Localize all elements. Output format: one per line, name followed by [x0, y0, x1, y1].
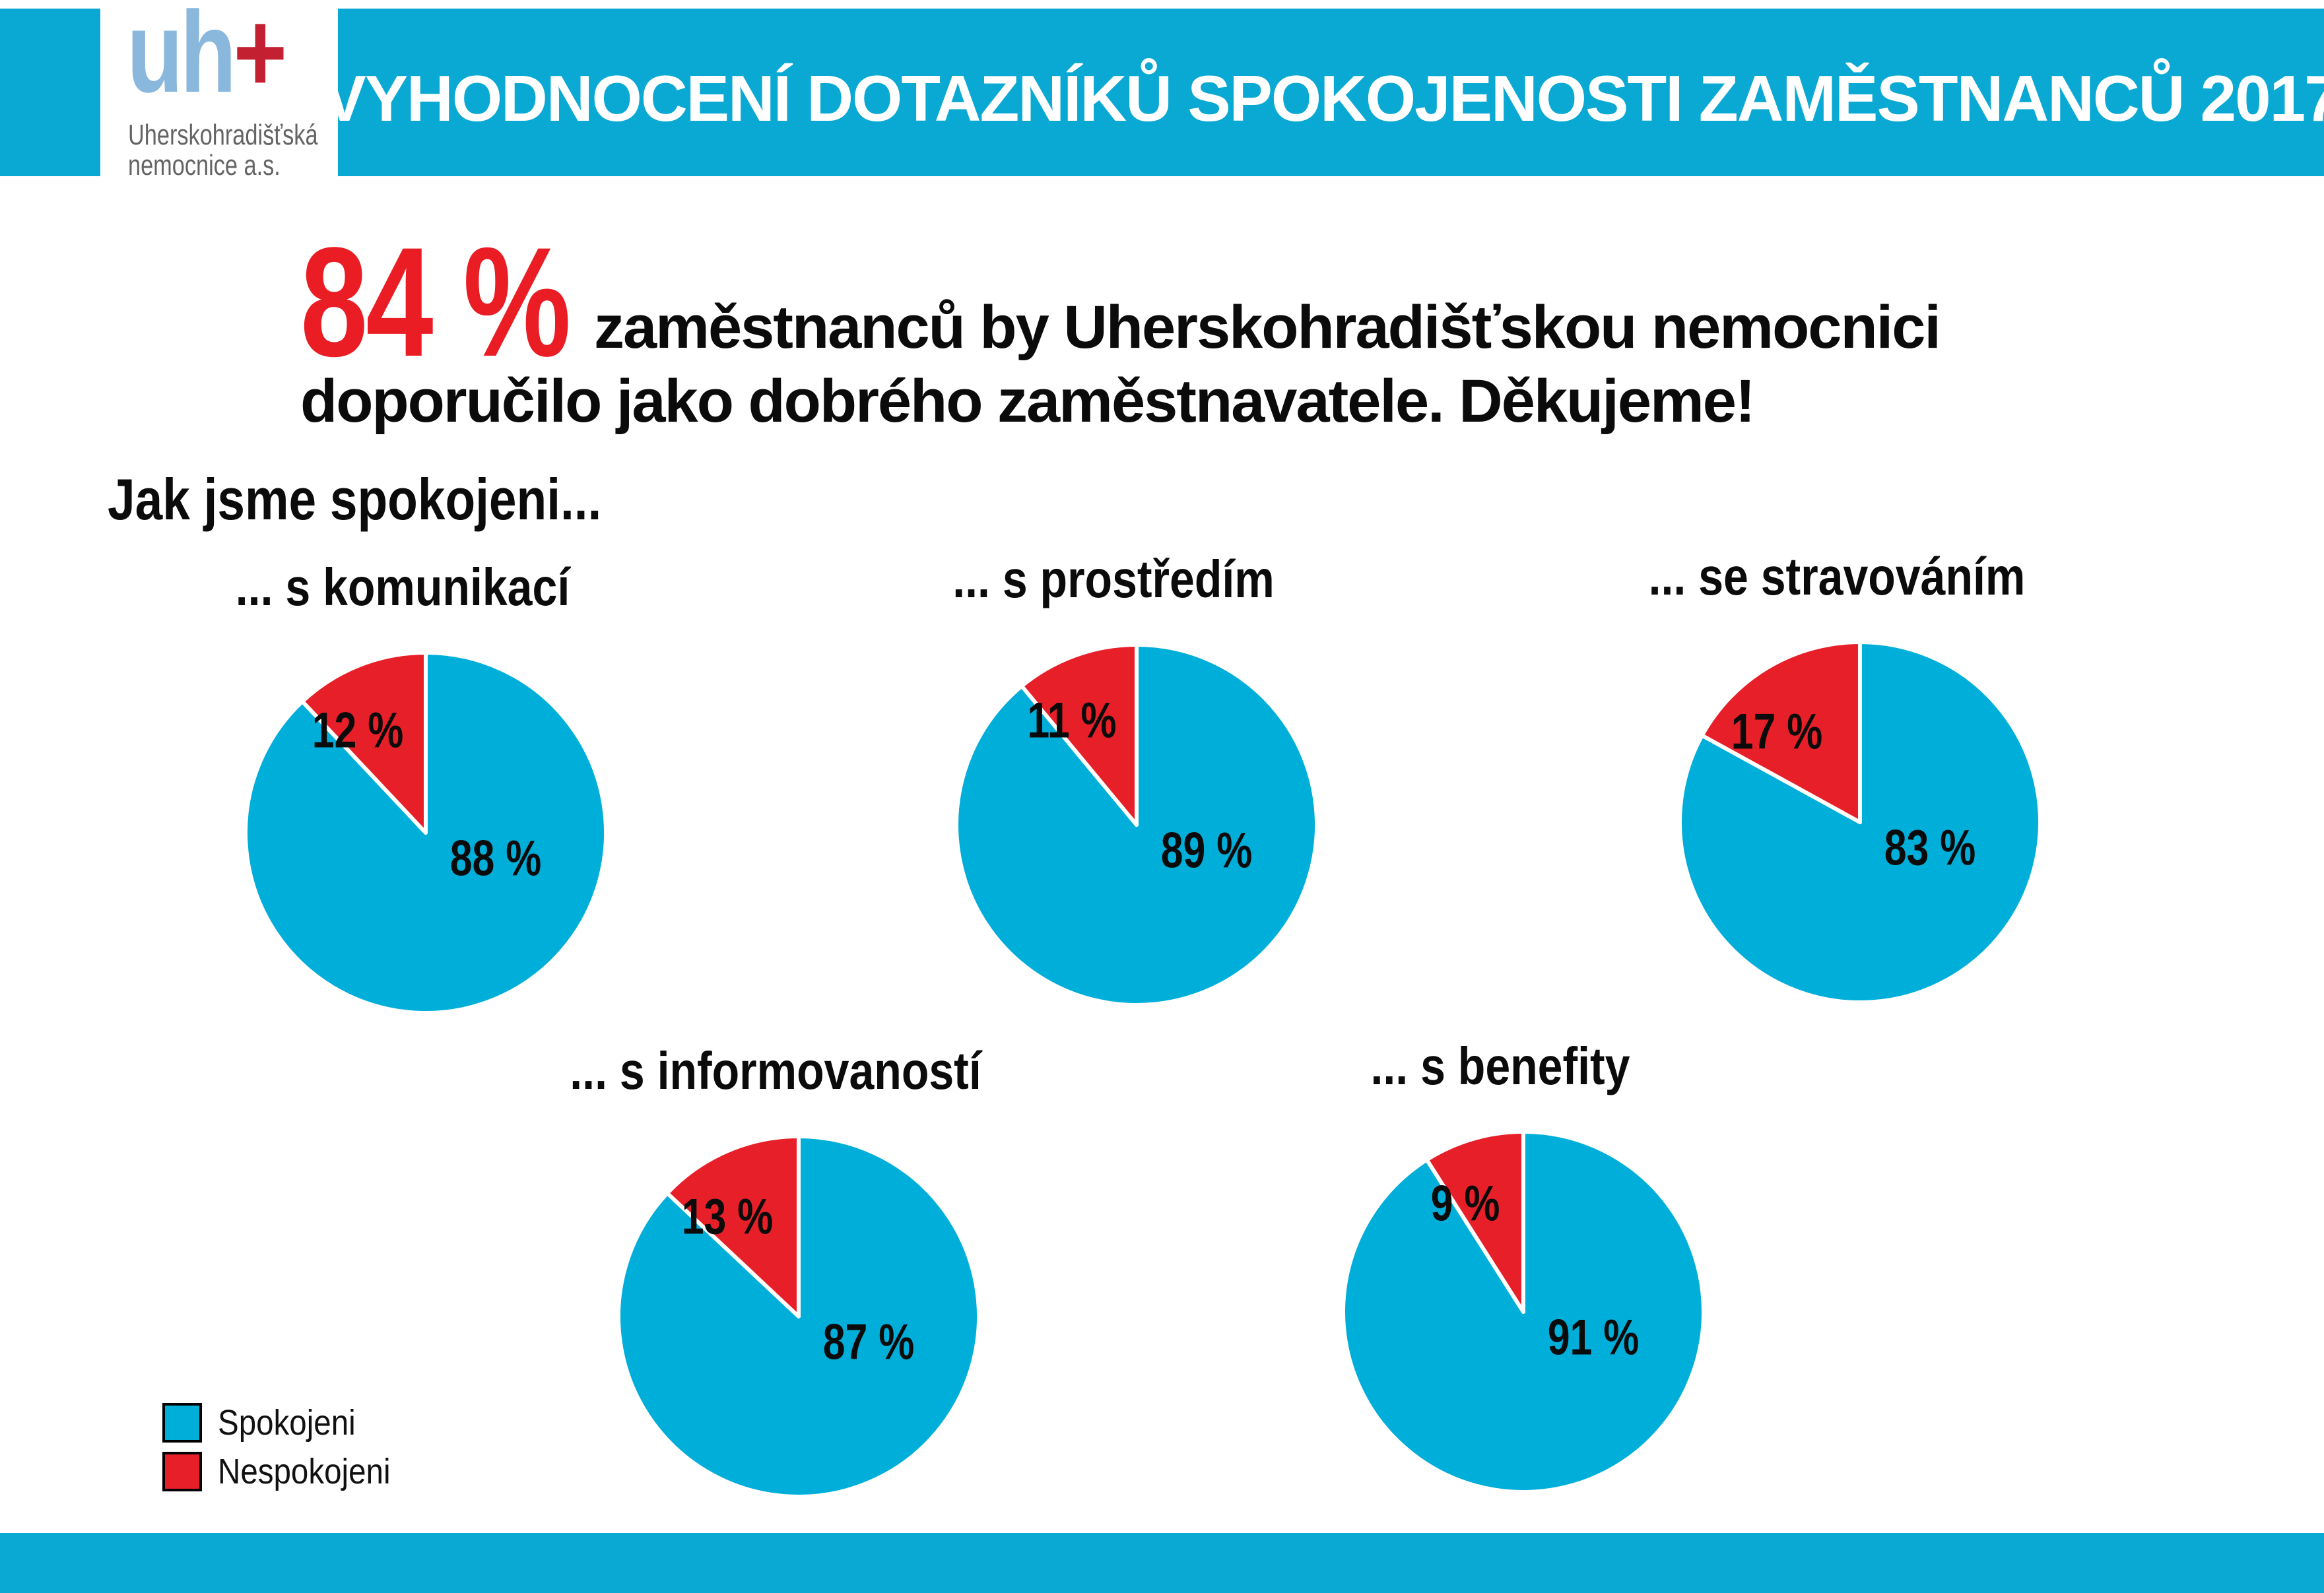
- satisfied-value-label: 88 %: [450, 830, 542, 887]
- satisfied-value-label: 91 %: [1548, 1309, 1640, 1366]
- pie-svg: [954, 643, 1319, 1007]
- header-band: [0, 9, 2324, 176]
- logo-subtitle: Uherskohradišťská nemocnice a.s.: [128, 119, 318, 182]
- dissatisfied-value-label: 9 %: [1430, 1175, 1500, 1232]
- hospital-logo: uh+ Uherskohradišťská nemocnice a.s.: [100, 0, 338, 181]
- satisfied-slice: [616, 1134, 981, 1499]
- pie-svg: [244, 651, 608, 1015]
- dissatisfied-slice: [665, 1134, 801, 1318]
- page-title: VYHODNOCENÍ DOTAZNÍKŮ SPOKOJENOSTI ZAMĚS…: [323, 9, 2324, 176]
- headline-stat: 84 %: [300, 215, 571, 389]
- dissatisfied-value-label: 12 %: [312, 702, 404, 759]
- logo-plus-icon: +: [233, 0, 287, 117]
- dissatisfied-slice: [300, 651, 428, 835]
- pie-title: ... s informovaností: [570, 1041, 981, 1100]
- satisfied-value-label: 87 %: [823, 1314, 915, 1371]
- pie: 89 % 11 %: [952, 640, 1321, 1010]
- logo-uh: uh: [127, 0, 236, 117]
- pie: 83 % 17 %: [1675, 637, 2045, 1007]
- pie-svg: [616, 1134, 981, 1499]
- satisfied-slice: [1678, 640, 2042, 1004]
- legend: Spokojeni Nespokojeni: [162, 1403, 414, 1501]
- legend-label: Nespokojeni: [218, 1452, 391, 1491]
- dissatisfied-swatch: [162, 1452, 202, 1491]
- pie-svg: [1678, 640, 2042, 1004]
- pie-title: ... s benefity: [1370, 1037, 1630, 1095]
- satisfied-value-label: 89 %: [1161, 822, 1253, 879]
- pie: 91 % 9 %: [1339, 1127, 1708, 1497]
- legend-label: Spokojeni: [218, 1403, 356, 1443]
- pie-title: ... se stravováním: [1648, 547, 2026, 606]
- headline-line1: zaměstnanců by Uherskohradišťskou nemocn…: [594, 294, 1941, 361]
- logo-subtitle-line2: nemocnice a.s.: [128, 149, 281, 182]
- pie-svg: [1341, 1130, 1706, 1494]
- dissatisfied-slice: [1019, 643, 1139, 827]
- dissatisfied-slice: [1424, 1130, 1525, 1314]
- footer-band: [0, 1533, 2324, 1593]
- logo-mark: uh+: [127, 0, 287, 110]
- legend-item-dissatisfied: Nespokojeni: [162, 1452, 414, 1491]
- pie: 87 % 13 %: [614, 1132, 983, 1501]
- pie-title: ... s prostředím: [952, 550, 1275, 608]
- dissatisfied-slice: [1700, 640, 1862, 824]
- legend-item-satisfied: Spokojeni: [162, 1403, 414, 1443]
- dissatisfied-value-label: 11 %: [1027, 692, 1117, 749]
- pie-title: ... s komunikací: [235, 558, 570, 616]
- section-title: Jak jsme spokojeni...: [108, 467, 602, 532]
- dissatisfied-value-label: 13 %: [682, 1188, 774, 1245]
- dissatisfied-value-label: 17 %: [1731, 703, 1823, 760]
- logo-subtitle-line1: Uherskohradišťská: [128, 119, 318, 151]
- page-title-text: VYHODNOCENÍ DOTAZNÍKŮ SPOKOJENOSTI ZAMĚS…: [323, 61, 2324, 135]
- satisfied-value-label: 83 %: [1884, 820, 1976, 876]
- satisfied-slice: [1341, 1130, 1706, 1494]
- satisfied-swatch: [162, 1403, 202, 1443]
- pie: 88 % 12 %: [241, 648, 611, 1018]
- headline-line2: doporučilo jako dobrého zaměstnavatele. …: [300, 368, 1756, 435]
- satisfied-slice: [244, 651, 608, 1015]
